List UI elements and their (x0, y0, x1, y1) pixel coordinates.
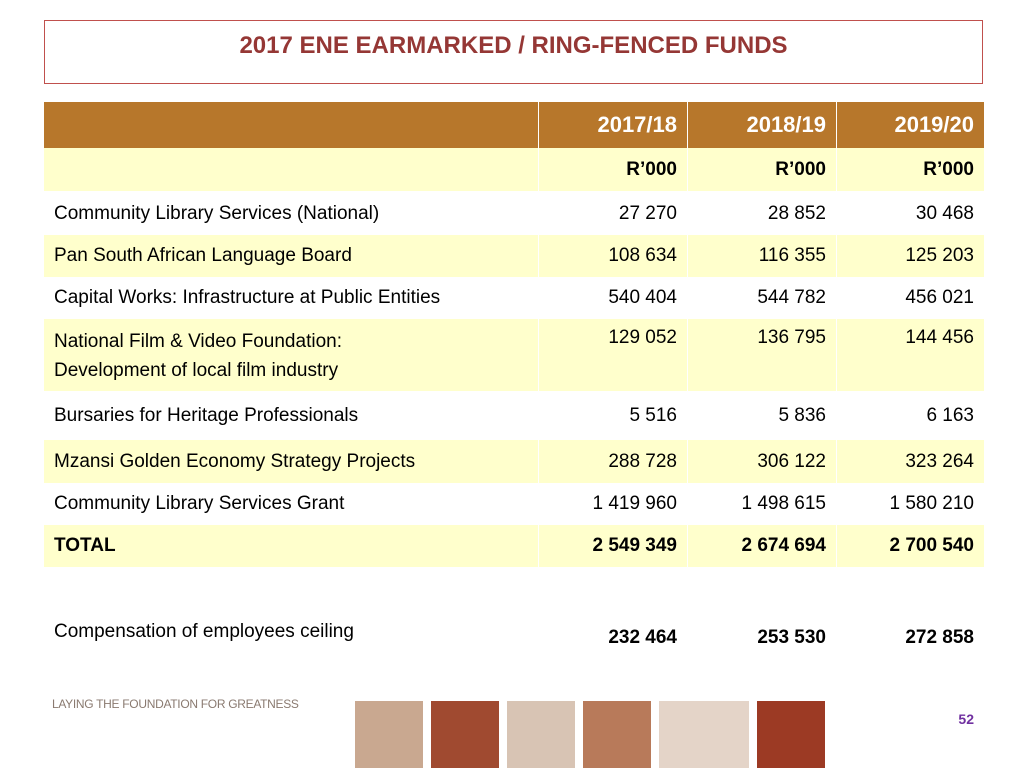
row-value: 30 468 (915, 202, 974, 224)
row-value: 27 270 (618, 202, 677, 224)
footer-image (431, 701, 499, 768)
row-value: 323 264 (837, 440, 984, 483)
column-header: 2018/19 (688, 102, 836, 148)
unit-label: R’000 (837, 148, 984, 191)
row-value: 456 021 (905, 287, 974, 308)
row-value: 5 516 (629, 404, 677, 426)
row-value: 28 852 (767, 202, 826, 224)
row-label-line: National Film & Video Foundation: (54, 331, 342, 352)
page-number: 52 (958, 711, 974, 727)
row-value: 6 163 (926, 404, 974, 426)
row-label-line: Pan South African Language Board (54, 245, 352, 266)
row-label-line: Community Library Services (National) (54, 202, 380, 224)
total-value: 2 700 540 (837, 525, 984, 567)
row-value: 144 456 (837, 319, 984, 391)
footer-image (583, 701, 651, 768)
footer-image (355, 701, 423, 768)
ceiling-label: Compensation of employees ceiling (54, 621, 354, 642)
ceiling-value: 272 858 (905, 627, 974, 648)
row-value: 540 404 (608, 287, 677, 308)
footer-image (757, 701, 825, 768)
row-label: National Film & Video Foundation: Develop… (44, 319, 538, 391)
row-label-line: Capital Works: Infrastructure at Public … (54, 287, 441, 308)
row-label-line: Mzansi Golden Economy Strategy Projects (54, 450, 416, 472)
row-label: Community Library Services (National) (44, 192, 538, 235)
unit-label: R’000 (539, 148, 687, 191)
header-cell (44, 102, 538, 148)
row-value: 288 728 (539, 440, 687, 483)
slide-title: 2017 ENE EARMARKED / RING-FENCED FUNDS (44, 20, 983, 84)
row-label-line: Bursaries for Heritage Professionals (54, 404, 359, 426)
row-value: 125 203 (837, 235, 984, 277)
ceiling-value: 253 530 (757, 627, 826, 648)
row-value: 136 795 (688, 319, 836, 391)
footer-image (659, 701, 749, 768)
row-value: 1 419 960 (592, 493, 677, 514)
row-value: 1 580 210 (889, 493, 974, 514)
total-label: TOTAL (44, 525, 538, 567)
row-label: Bursaries for Heritage Professionals (44, 391, 538, 440)
row-value: 108 634 (539, 235, 687, 277)
row-value: 1 498 615 (741, 493, 826, 514)
column-header: 2019/20 (837, 102, 984, 148)
row-value: 306 122 (688, 440, 836, 483)
total-value: 2 549 349 (539, 525, 687, 567)
total-value: 2 674 694 (688, 525, 836, 567)
column-header: 2017/18 (539, 102, 687, 148)
ceiling-value: 232 464 (608, 627, 677, 648)
footer-image (507, 701, 575, 768)
unit-label: R’000 (688, 148, 836, 191)
row-value: 116 355 (688, 235, 836, 277)
row-value: 5 836 (778, 404, 826, 426)
row-label-line: Community Library Services Grant (54, 493, 345, 514)
row-value: 544 782 (757, 287, 826, 308)
row-label-line: Development of local film industry (54, 360, 339, 381)
tagline: LAYING THE FOUNDATION FOR GREATNESS (52, 697, 299, 711)
row-label: Pan South African Language Board (44, 235, 538, 277)
row-label: Capital Works: Infrastructure at Public … (44, 277, 538, 319)
row-value: 129 052 (539, 319, 687, 391)
unit-cell (44, 148, 538, 191)
row-label: Mzansi Golden Economy Strategy Projects (44, 440, 538, 483)
row-label: Community Library Services Grant (44, 483, 538, 525)
